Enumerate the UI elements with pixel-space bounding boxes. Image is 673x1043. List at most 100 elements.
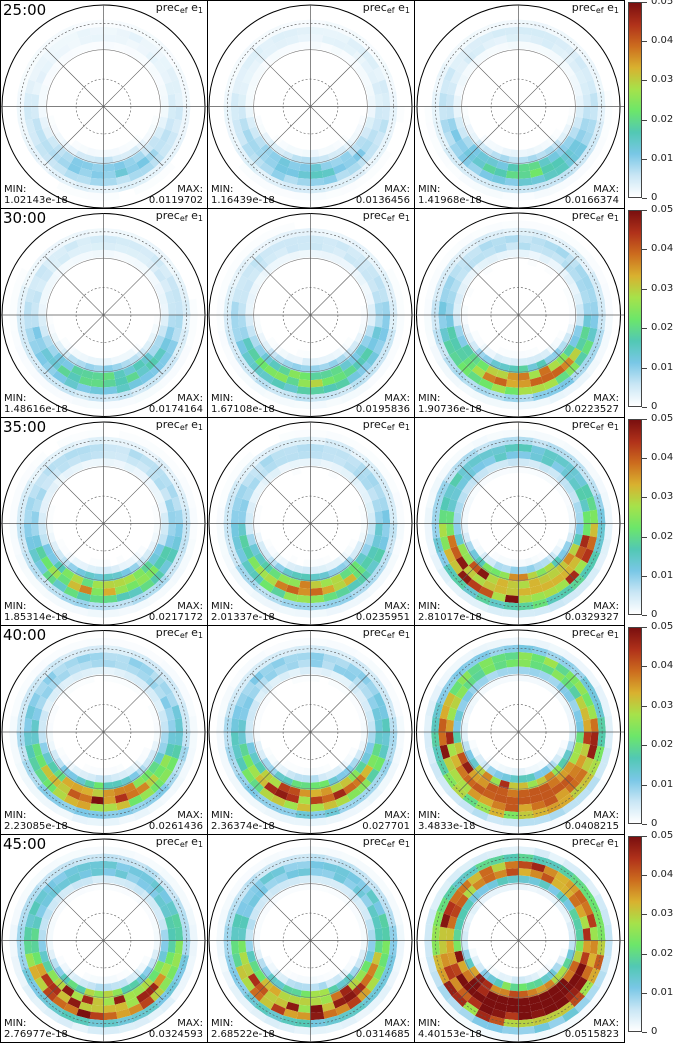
heat-cell [230, 315, 240, 329]
heat-cell [296, 235, 311, 244]
heat-cell [367, 128, 379, 143]
heat-cell [491, 1008, 506, 1020]
heat-cell [125, 765, 137, 776]
heat-cell [581, 131, 594, 147]
heat-cell [139, 162, 155, 176]
heat-cell [371, 498, 382, 513]
heat-cell [396, 298, 405, 315]
heat-cell [498, 362, 510, 373]
heat-cell [116, 236, 131, 247]
heat-cell [153, 973, 167, 988]
heat-cell [71, 605, 89, 617]
heat-cell [600, 538, 612, 556]
heat-cell [170, 671, 186, 689]
heat-cell [235, 980, 250, 997]
heat-cell [354, 381, 372, 397]
heat-cell [493, 769, 504, 780]
heat-cell [579, 1001, 597, 1019]
colorbar-tick-label: 0.05 [651, 0, 673, 7]
heat-cell [471, 181, 489, 196]
heat-cell [470, 329, 481, 341]
heat-cell [143, 448, 160, 463]
heat-cell [354, 173, 372, 189]
heat-cell [66, 770, 79, 783]
heat-cell [273, 770, 286, 783]
heat-cell [78, 167, 93, 178]
heat-cell [538, 879, 552, 891]
heat-cell [246, 84, 256, 97]
heat-cell [267, 1009, 284, 1023]
heat-cell [249, 282, 261, 296]
heat-cell [354, 749, 365, 761]
heat-cell [290, 571, 302, 581]
heat-cell [566, 115, 576, 127]
heat-cell [325, 430, 343, 442]
heat-cell [574, 976, 588, 992]
heat-cell [321, 376, 336, 387]
heat-cell [34, 263, 48, 279]
heat-cell [493, 144, 504, 155]
heat-cell [505, 34, 519, 43]
heat-cell [371, 534, 382, 549]
polar-plot [208, 4, 415, 208]
heat-cell [92, 666, 104, 675]
colorbar-tick-mark [642, 1032, 647, 1033]
heat-cell [568, 315, 577, 326]
heat-cell [457, 381, 475, 398]
heat-cell [579, 884, 594, 901]
heat-cell [294, 429, 311, 438]
heat-cell [566, 920, 576, 932]
heat-cell [335, 681, 348, 694]
heat-cell [23, 106, 33, 121]
heat-cell [103, 875, 115, 884]
heat-cell [562, 552, 576, 566]
heat-cell [556, 746, 567, 758]
heat-cell [575, 128, 587, 143]
heat-cell [294, 400, 311, 410]
heat-cell [485, 990, 499, 1002]
heat-cell [562, 649, 580, 666]
heat-cell [392, 538, 404, 556]
heat-cell [543, 1003, 559, 1016]
heat-cell [528, 667, 541, 678]
heat-cell [174, 523, 184, 538]
heat-cell [36, 39, 53, 56]
heat-cell [299, 163, 311, 172]
heat-cell [533, 847, 551, 859]
heat-cell [189, 315, 198, 332]
heat-cell [323, 861, 338, 873]
heat-cell [389, 925, 398, 941]
heat-cell [462, 793, 479, 808]
heat-cell [70, 573, 84, 585]
heat-cell [518, 234, 533, 244]
heat-cell [114, 35, 129, 46]
heat-cell [575, 904, 587, 919]
heat-cell [28, 66, 41, 82]
heat-cell [78, 769, 89, 780]
heat-cell [109, 766, 119, 775]
heat-cell [142, 903, 154, 916]
heat-cell [443, 274, 456, 291]
heat-cell [439, 704, 451, 720]
heat-cell [143, 584, 160, 599]
heat-cell [551, 43, 566, 57]
heat-cell [350, 656, 367, 671]
heat-cell [485, 670, 499, 682]
heat-cell [239, 117, 250, 132]
heat-cell [238, 579, 255, 596]
heat-cell [485, 879, 499, 891]
heat-cell [360, 940, 369, 951]
heat-cell [445, 788, 463, 805]
heat-cell [468, 739, 478, 750]
polar-plot [1, 630, 208, 834]
heat-cell [436, 984, 452, 1002]
heat-cell [103, 674, 114, 683]
heat-cell [429, 970, 444, 988]
heat-cell [548, 390, 566, 404]
heat-cell [349, 757, 361, 770]
heat-cell [294, 1026, 311, 1035]
heat-cell [164, 498, 175, 513]
heat-cell [367, 523, 376, 535]
heat-cell [557, 694, 569, 707]
heat-cell [540, 38, 555, 50]
